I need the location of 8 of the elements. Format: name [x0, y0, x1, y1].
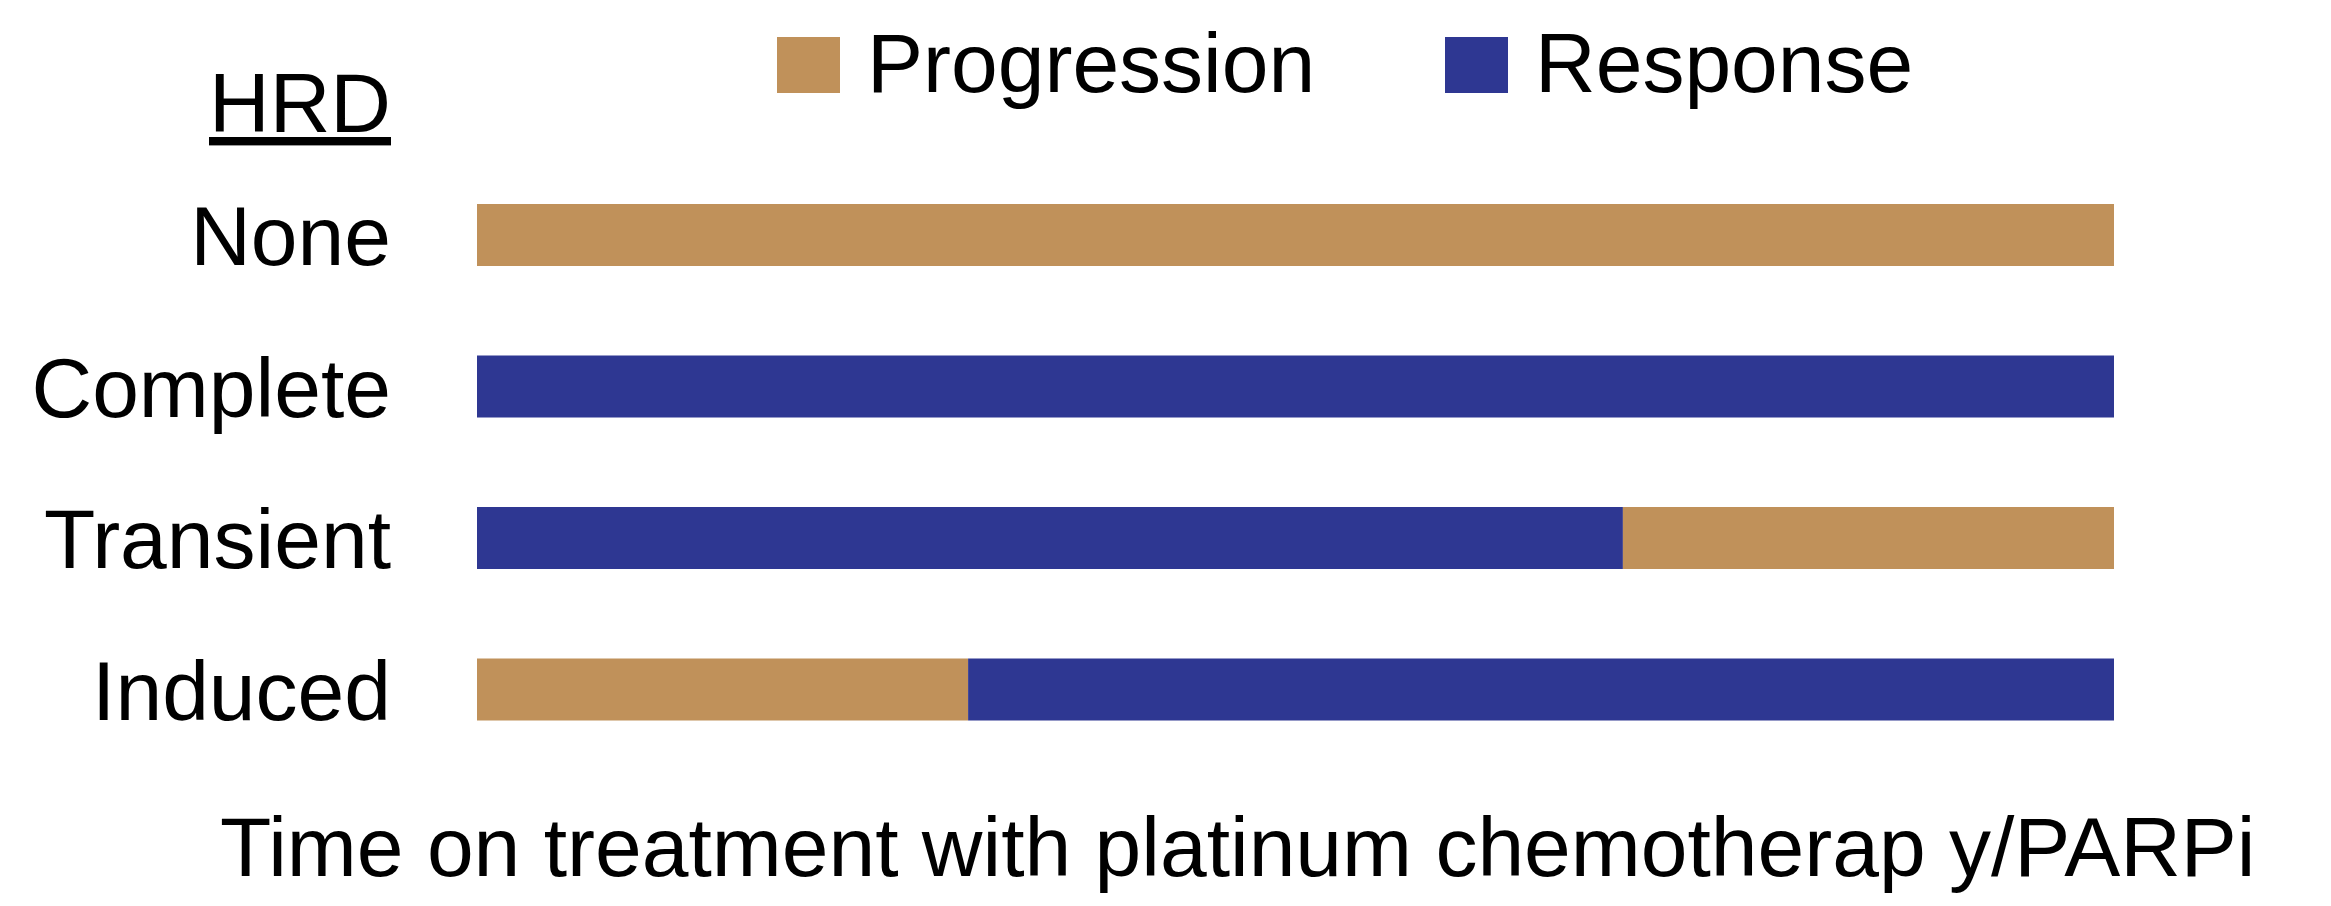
- y-tick-label: Transient: [43, 492, 391, 586]
- legend-label: Response: [1535, 16, 1914, 110]
- y-tick-label: Complete: [31, 340, 391, 435]
- x-axis-title: Time on treatment with platinum chemotherap y/PARPi: [220, 800, 2256, 894]
- y-axis-title: HRD: [209, 56, 391, 150]
- y-tick-label: None: [190, 189, 391, 283]
- legend-label: Progression: [867, 16, 1316, 110]
- y-tick-label: Induced: [92, 643, 391, 738]
